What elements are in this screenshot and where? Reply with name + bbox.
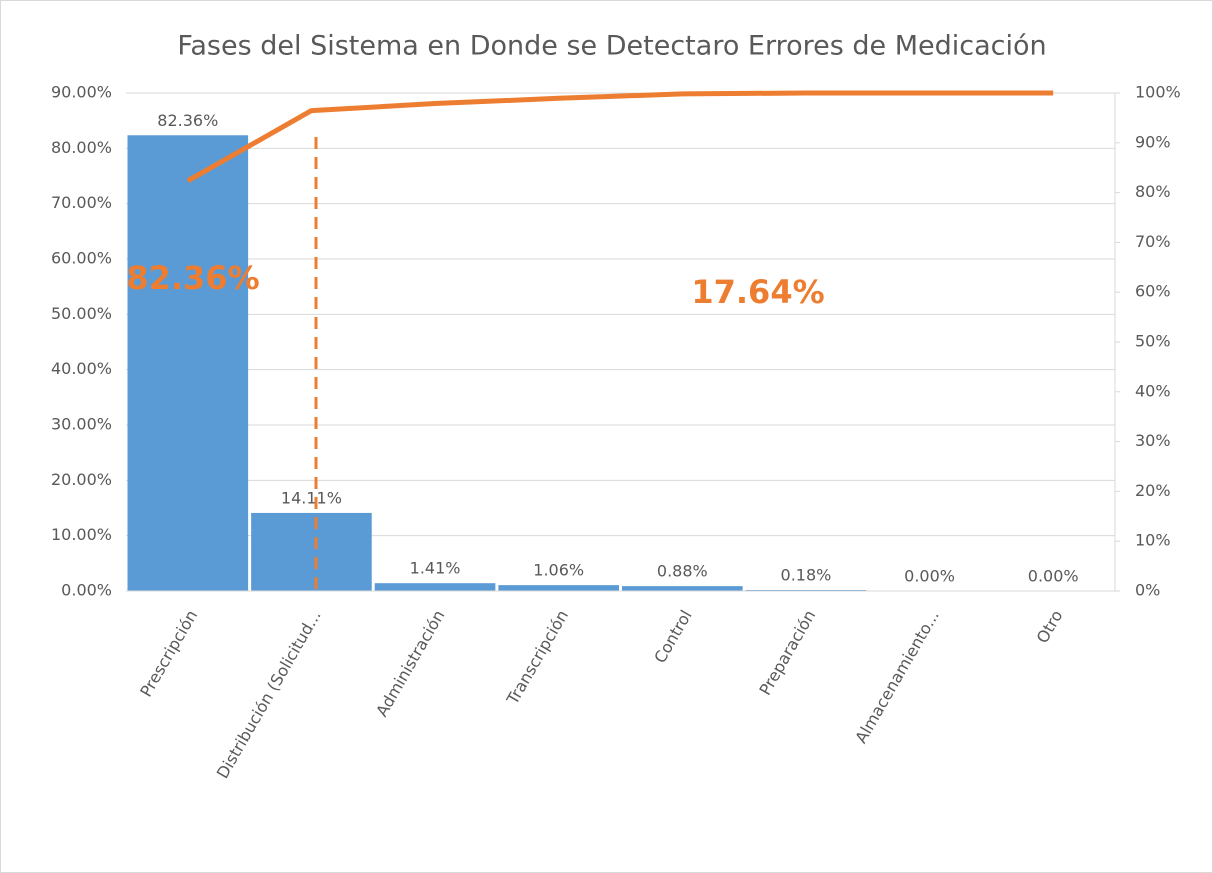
y2-tick-label: 100% [1135,83,1181,102]
y2-tick-label: 90% [1135,132,1171,151]
y2-tick-label: 40% [1135,381,1171,400]
value-label: 14.11% [281,488,342,507]
y2-tick-label: 60% [1135,282,1171,301]
annotation: 17.64% [691,273,824,311]
y-tick-label: 20.00% [51,470,112,489]
value-label: 1.41% [410,559,461,578]
y2-tick-label: 70% [1135,232,1171,251]
y2-tick-label: 20% [1135,481,1171,500]
value-label: 82.36% [157,111,218,130]
y2-tick-label: 30% [1135,431,1171,450]
annotation: 82.36% [126,259,259,297]
cumulative-line [186,90,1054,184]
y-tick-label: 30.00% [51,415,112,434]
bar [622,586,743,591]
value-label: 0.00% [1028,567,1079,586]
value-label: 1.06% [533,561,584,580]
y2-tick-label: 50% [1135,332,1171,351]
bar [251,512,372,591]
y-tick-label: 50.00% [51,304,112,323]
y-tick-label: 60.00% [51,249,112,268]
y-tick-label: 80.00% [51,138,112,157]
y2-tick-label: 0% [1135,581,1160,600]
bar [498,585,619,591]
value-label: 0.00% [904,567,955,586]
y-tick-label: 10.00% [51,525,112,544]
y2-tick-label: 80% [1135,182,1171,201]
value-label: 0.88% [657,562,708,581]
y-tick-label: 40.00% [51,359,112,378]
value-label: 0.18% [781,566,832,585]
chart-title: Fases del Sistema en Donde se Detectaro … [177,31,1046,62]
bar [374,583,496,591]
y-tick-label: 0.00% [61,581,112,600]
y2-tick-label: 10% [1135,531,1171,550]
bar [127,135,249,592]
y-tick-label: 90.00% [51,83,112,102]
y-tick-label: 70.00% [51,193,112,212]
